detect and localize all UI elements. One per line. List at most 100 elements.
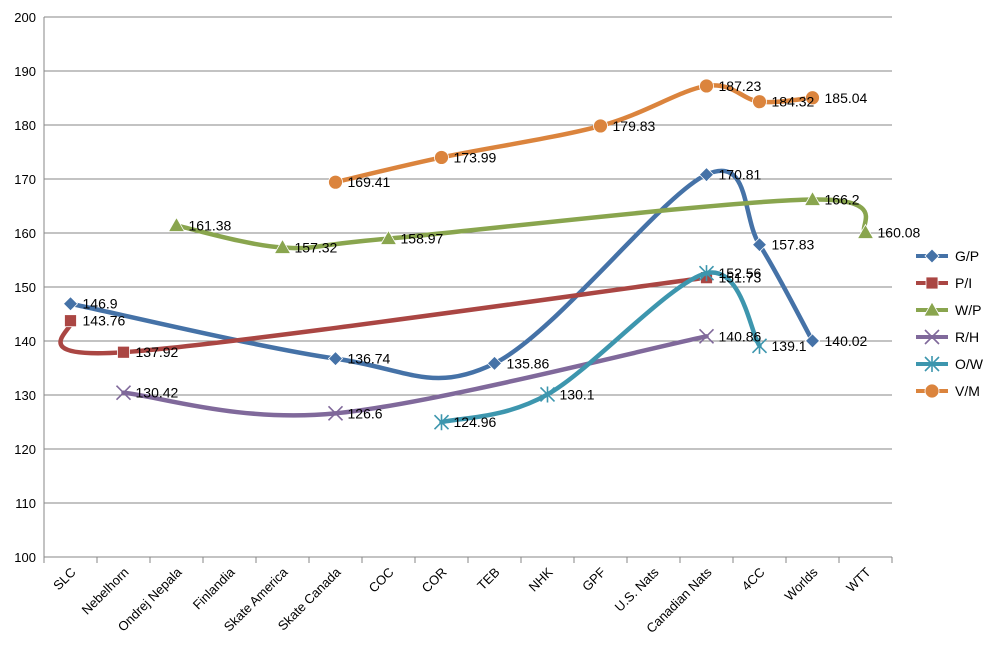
gridlines: [44, 16, 892, 558]
data-point-wp: [167, 216, 186, 232]
legend-item-rh: R/H: [916, 329, 979, 345]
data-label-gp: 136.74: [348, 351, 391, 367]
x-tick-label: SLC: [50, 565, 78, 593]
data-point-vm: [593, 118, 608, 134]
legend-label: V/M: [955, 383, 980, 399]
series-ow: [433, 265, 768, 431]
data-point-gp: [804, 333, 821, 349]
x-tick-label: Nebelhorn: [79, 565, 132, 618]
data-label-gp: 170.81: [719, 167, 762, 183]
y-tick-label: 120: [14, 442, 36, 457]
data-label-ow: 139.1: [772, 338, 807, 354]
data-label-gp: 157.83: [772, 237, 815, 253]
data-point-ow: [539, 386, 556, 403]
data-label-vm: 184.32: [772, 94, 815, 110]
data-label-rh: 140.86: [719, 328, 762, 344]
y-tick-label: 170: [14, 172, 36, 187]
legend-item-ow: O/W: [916, 356, 984, 372]
data-label-ow: 152.56: [719, 265, 762, 281]
legend-marker: [925, 276, 939, 290]
data-point-rh: [115, 385, 132, 401]
data-point-gp: [62, 296, 79, 312]
data-point-rh: [327, 405, 344, 421]
data-label-vm: 179.83: [613, 118, 656, 134]
data-label-vm: 173.99: [454, 149, 497, 165]
legend-item-gp: G/P: [916, 248, 979, 264]
axes: [43, 17, 893, 563]
legend-item-vm: V/M: [916, 383, 980, 399]
data-label-ow: 124.96: [454, 414, 497, 430]
x-tick-label: COR: [419, 565, 450, 596]
series-pi: [58, 271, 713, 359]
series-line-wp: [174, 197, 869, 251]
x-tick-label: GPF: [579, 564, 609, 594]
data-point-gp: [698, 167, 715, 183]
y-tick-label: 150: [14, 280, 36, 295]
data-label-wp: 157.32: [295, 239, 338, 255]
legend-label: O/W: [955, 356, 984, 372]
data-point-vm: [434, 150, 449, 165]
data-label-gp: 140.02: [825, 333, 868, 349]
x-tick-label: COC: [366, 565, 397, 596]
data-label-vm: 185.04: [825, 90, 868, 106]
data-point-ow: [433, 414, 450, 431]
data-label-gp: 135.86: [507, 355, 550, 371]
data-label-wp: 161.38: [189, 218, 232, 234]
data-point-wp: [273, 238, 292, 254]
x-tick-label: 4CC: [739, 565, 768, 594]
series-group: [58, 78, 875, 431]
legend-item-pi: P/I: [916, 275, 972, 291]
data-label-pi: 151.73: [719, 270, 762, 286]
x-tick-label: WTT: [843, 564, 874, 595]
data-label-gp: 146.9: [83, 296, 118, 312]
data-label-rh: 130.42: [136, 385, 179, 401]
legend-marker: [924, 356, 940, 372]
data-point-wp: [379, 229, 398, 245]
series-vm: [328, 78, 820, 190]
series-line-rh: [121, 334, 709, 418]
legend-label: W/P: [955, 302, 981, 318]
data-labels: 146.9 136.74 135.86 170.81 157.83 140.02 143.7…: [83, 78, 921, 430]
y-tick-label: 160: [14, 226, 36, 241]
y-tick-label: 100: [14, 550, 36, 565]
x-tick-label: NHK: [526, 564, 556, 594]
y-tick-label: 140: [14, 334, 36, 349]
data-label-wp: 166.2: [825, 192, 860, 208]
data-point-pi: [117, 345, 130, 359]
x-tick-label: U.S. Nats: [612, 564, 662, 614]
data-point-vm: [699, 78, 714, 94]
y-tick-label: 130: [14, 388, 36, 403]
y-tick-label: 190: [14, 64, 36, 79]
y-tick-label: 110: [15, 496, 36, 511]
series-gp: [62, 167, 821, 381]
y-tick-label: 200: [14, 10, 36, 25]
data-point-vm: [805, 90, 820, 106]
data-label-wp: 158.97: [401, 231, 444, 247]
data-label-vm: 187.23: [719, 78, 762, 94]
data-point-vm: [752, 94, 767, 110]
data-point-ow: [751, 337, 768, 354]
data-point-pi: [64, 314, 77, 328]
data-label-pi: 137.92: [136, 344, 179, 360]
legend-marker: [924, 329, 940, 345]
data-point-wp: [856, 223, 875, 239]
data-label-pi: 143.76: [83, 313, 126, 329]
data-label-wp: 160.08: [878, 225, 921, 241]
data-point-rh: [698, 328, 715, 344]
series-wp: [167, 190, 875, 254]
x-tick-label: Finlandia: [190, 564, 238, 612]
data-label-ow: 130.1: [560, 386, 595, 402]
legend-marker: [923, 301, 941, 317]
legend-marker: [924, 383, 940, 399]
x-tick-label: TEB: [474, 565, 502, 593]
legend: G/P P/I W/P R/H O/W V/M: [916, 248, 984, 399]
data-point-vm: [328, 174, 343, 190]
data-point-ow: [698, 265, 715, 282]
data-point-wp: [803, 190, 822, 206]
data-label-vm: 169.41: [348, 174, 391, 190]
legend-label: R/H: [955, 329, 979, 345]
data-point-gp: [486, 355, 503, 371]
series-line-ow: [439, 270, 762, 425]
